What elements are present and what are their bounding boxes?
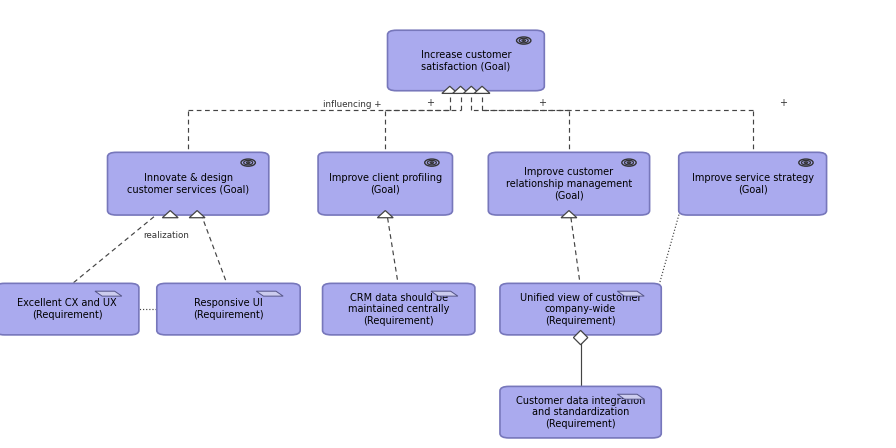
Text: CRM data should be
maintained centrally
(Requirement): CRM data should be maintained centrally … xyxy=(348,293,450,326)
Polygon shape xyxy=(377,211,393,218)
Polygon shape xyxy=(95,291,122,296)
Text: +: + xyxy=(538,98,546,108)
FancyBboxPatch shape xyxy=(679,152,826,215)
Circle shape xyxy=(431,162,433,163)
FancyBboxPatch shape xyxy=(500,386,661,438)
Polygon shape xyxy=(431,291,458,296)
Polygon shape xyxy=(561,211,577,218)
Polygon shape xyxy=(162,211,178,218)
Circle shape xyxy=(247,162,249,163)
Circle shape xyxy=(522,40,525,41)
Polygon shape xyxy=(442,86,458,93)
Polygon shape xyxy=(617,394,644,399)
FancyBboxPatch shape xyxy=(157,284,300,335)
FancyBboxPatch shape xyxy=(488,152,650,215)
Polygon shape xyxy=(452,86,469,93)
Polygon shape xyxy=(474,86,490,93)
Circle shape xyxy=(628,162,630,163)
Text: Innovate & design
customer services (Goal): Innovate & design customer services (Goa… xyxy=(127,173,249,194)
Polygon shape xyxy=(463,86,479,93)
Text: Customer data integration
and standardization
(Requirement): Customer data integration and standardiz… xyxy=(516,396,645,429)
Polygon shape xyxy=(189,211,205,218)
Text: Improve customer
relationship management
(Goal): Improve customer relationship management… xyxy=(506,167,632,200)
FancyBboxPatch shape xyxy=(500,284,661,335)
Text: Excellent CX and UX
(Requirement): Excellent CX and UX (Requirement) xyxy=(17,298,117,320)
FancyBboxPatch shape xyxy=(387,30,545,90)
Text: Improve client profiling
(Goal): Improve client profiling (Goal) xyxy=(329,173,442,194)
Circle shape xyxy=(805,162,807,163)
Polygon shape xyxy=(573,331,588,345)
FancyBboxPatch shape xyxy=(0,284,139,335)
FancyBboxPatch shape xyxy=(318,152,452,215)
Text: +: + xyxy=(780,98,788,108)
Text: Increase customer
satisfaction (Goal): Increase customer satisfaction (Goal) xyxy=(420,50,512,71)
Text: +: + xyxy=(426,98,434,108)
Text: realization: realization xyxy=(142,231,189,240)
Text: Unified view of customer
company-wide
(Requirement): Unified view of customer company-wide (R… xyxy=(520,293,642,326)
FancyBboxPatch shape xyxy=(323,284,475,335)
Text: Improve service strategy
(Goal): Improve service strategy (Goal) xyxy=(692,173,814,194)
Text: Responsive UI
(Requirement): Responsive UI (Requirement) xyxy=(194,298,263,320)
FancyBboxPatch shape xyxy=(108,152,269,215)
Polygon shape xyxy=(617,291,644,296)
Text: influencing +: influencing + xyxy=(323,99,381,108)
Polygon shape xyxy=(256,291,283,296)
